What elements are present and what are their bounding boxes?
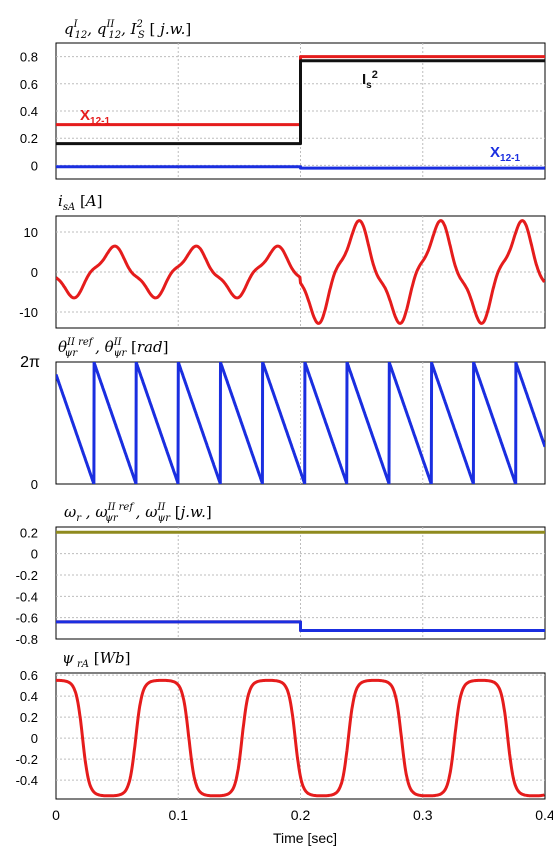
x-tick-label-4: 0.4 <box>535 807 553 823</box>
panel-5-title: ψ rA [Wb] <box>62 649 130 670</box>
panel-2: isA [A] 10 0 -10 <box>19 192 546 329</box>
p4-ytick-label-0: 0.2 <box>20 525 38 540</box>
panel-5: ψ rA [Wb] 0.6 0.4 0.2 0 -0.2 -0.4 <box>16 649 546 800</box>
panel-1: qI 12, qII 12, I2 S [ j.w.] 0.80.60.40.20 X… <box>20 19 546 180</box>
x-axis-label: Time [sec] <box>273 830 337 846</box>
p1-ytick-label-4: 0 <box>31 158 38 173</box>
panel-1-y-ticks: 0.8 0.6 0.4 0.2 0 <box>20 50 38 174</box>
p1-series-1 <box>56 59 545 146</box>
p5-ytick-label-5: -0.4 <box>16 773 38 788</box>
x-tick-label-0: 0 <box>52 807 60 823</box>
panel-2-y-ticks: 10 0 -10 <box>19 225 38 320</box>
p3-ytick-label-1: 0 <box>31 477 38 492</box>
p3-ytick-label-0: 2π <box>20 354 40 371</box>
panel-2-series <box>56 219 545 325</box>
p5-ytick-label-4: -0.2 <box>16 752 38 767</box>
panel-5-y-ticks: 0.6 0.4 0.2 0 -0.2 -0.4 <box>16 668 38 788</box>
panel-2-title: isA [A] <box>58 192 103 213</box>
p5-ytick-label-2: 0.2 <box>20 710 38 725</box>
panel-4-title: ωr , ωII ref ψr, ωII ψr [j.w.] <box>64 502 212 524</box>
p4-series-2 <box>56 620 545 632</box>
p1-ytick-label-2: 0.4 <box>20 104 38 119</box>
p2-ytick-label-0: 10 <box>24 225 38 240</box>
p2-series-0 <box>56 219 545 325</box>
x-tick-label-3: 0.3 <box>413 807 433 823</box>
x-tick-label-2: 0.2 <box>291 807 311 823</box>
p4-ytick-label-3: -0.4 <box>16 589 38 604</box>
p4-ytick-label-5: -0.8 <box>16 632 38 647</box>
p4-ytick-label-2: -0.2 <box>16 568 38 583</box>
panel-3-series <box>56 362 545 484</box>
panel-2-grid <box>56 216 545 328</box>
panel-3-y-ticks: 2π 0 <box>20 354 40 492</box>
p1-ytick-label-0: 0.8 <box>20 50 38 65</box>
panel-4-y-ticks: 0.2 0 -0.2 -0.4 -0.6 -0.8 <box>16 525 38 647</box>
panel-3-title: θII ref ψr, θII ψr [rad] <box>58 337 168 359</box>
panel-4-series <box>56 530 545 632</box>
panel-1-title: qI 12, qII 12, I2 S [ j.w.] <box>64 19 191 41</box>
p1-series-2 <box>56 165 545 170</box>
panel-3: θII ref ψr, θII ψr [rad] 2π 0 <box>20 337 546 492</box>
panel-4: ωr , ωII ref ψr, ωII ψr [j.w.] 0.2 0 -0.2 -0.… <box>16 502 546 647</box>
p3-series-0 <box>56 362 545 484</box>
x-axis-ticks: 0 0.1 0.2 0.3 0.4 <box>52 807 553 823</box>
panel-5-series <box>56 678 545 798</box>
p4-ytick-label-1: 0 <box>31 547 38 562</box>
panel-1-series <box>56 55 545 170</box>
p2-ytick-label-1: 0 <box>31 265 38 280</box>
p1-ytick-label-1: 0.6 <box>20 77 38 92</box>
p1-ytick-label-3: 0.2 <box>20 131 38 146</box>
p4-ytick-label-4: -0.6 <box>16 611 38 626</box>
x-tick-label-1: 0.1 <box>169 807 189 823</box>
p5-ytick-label-0: 0.6 <box>20 668 38 683</box>
p5-series-0 <box>56 678 545 798</box>
p2-ytick-label-2: -10 <box>19 305 38 320</box>
p5-ytick-label-1: 0.4 <box>20 689 38 704</box>
p5-ytick-label-3: 0 <box>31 731 38 746</box>
